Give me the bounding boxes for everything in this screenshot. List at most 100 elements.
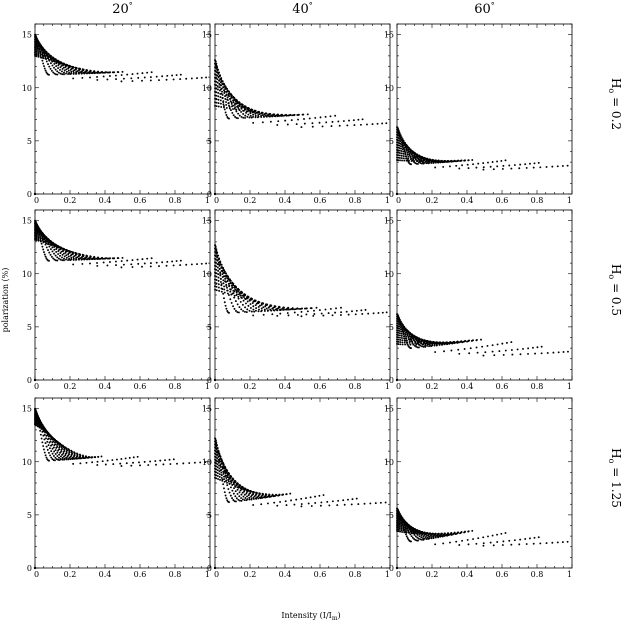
tail-point bbox=[284, 500, 287, 503]
tail-point bbox=[293, 503, 296, 506]
data-point bbox=[37, 52, 40, 55]
tail-point bbox=[455, 164, 458, 167]
data-point bbox=[51, 59, 53, 62]
data-point bbox=[37, 235, 40, 238]
data-point bbox=[70, 258, 73, 261]
data-point bbox=[215, 471, 218, 474]
data-point bbox=[441, 341, 444, 344]
tail-point bbox=[354, 313, 357, 316]
tail-point bbox=[519, 353, 522, 356]
data-point bbox=[310, 307, 313, 310]
data-point bbox=[51, 443, 54, 446]
data-point bbox=[404, 151, 407, 154]
tail-point bbox=[496, 160, 499, 163]
data-point bbox=[261, 492, 264, 495]
tail-point bbox=[467, 543, 470, 546]
tail-point bbox=[379, 501, 382, 504]
x-tick-label: 0.6 bbox=[134, 196, 147, 205]
data-point bbox=[50, 450, 53, 453]
data-point bbox=[242, 294, 245, 297]
data-point bbox=[401, 327, 404, 330]
data-point bbox=[49, 67, 52, 70]
tail-point bbox=[72, 263, 75, 266]
data-point bbox=[54, 245, 57, 248]
tail-point bbox=[359, 123, 362, 126]
data-point bbox=[229, 282, 232, 284]
data-point bbox=[258, 492, 261, 495]
data-point bbox=[214, 248, 217, 251]
origin-point bbox=[213, 566, 217, 570]
tail-point bbox=[510, 341, 513, 344]
data-point bbox=[55, 251, 58, 253]
data-point bbox=[256, 301, 259, 304]
data-point bbox=[239, 292, 242, 295]
data-point bbox=[101, 256, 103, 259]
tail-point bbox=[137, 262, 140, 265]
data-point bbox=[424, 533, 427, 535]
data-point bbox=[234, 285, 237, 288]
y-tick-label: 0 bbox=[27, 190, 32, 199]
x-tick-label: 1 bbox=[567, 570, 572, 579]
tail-point bbox=[567, 350, 569, 353]
data-point bbox=[233, 286, 236, 289]
tail-point bbox=[531, 346, 534, 349]
data-point bbox=[401, 159, 404, 162]
data-point bbox=[220, 477, 223, 479]
data-point bbox=[68, 71, 71, 74]
data-point bbox=[37, 239, 40, 242]
data-point bbox=[39, 240, 42, 243]
data-point bbox=[234, 500, 237, 503]
data-point bbox=[223, 89, 225, 92]
x-tick-label: 0.8 bbox=[531, 196, 544, 205]
data-point bbox=[428, 343, 430, 345]
data-point bbox=[232, 499, 235, 501]
data-point bbox=[61, 70, 63, 73]
data-point bbox=[63, 73, 65, 76]
data-point bbox=[217, 88, 219, 91]
tail-point bbox=[363, 502, 366, 505]
tail-point bbox=[357, 503, 360, 506]
data-point bbox=[269, 308, 272, 311]
data-point bbox=[65, 256, 68, 259]
data-point bbox=[402, 152, 405, 155]
data-point bbox=[243, 296, 245, 298]
data-point bbox=[224, 95, 227, 98]
data-point bbox=[403, 330, 406, 332]
data-point bbox=[437, 532, 439, 535]
data-point bbox=[240, 297, 243, 299]
x-tick-label: 1 bbox=[205, 382, 210, 391]
data-point bbox=[400, 337, 403, 339]
tail-point bbox=[320, 501, 323, 504]
data-point bbox=[401, 343, 404, 346]
data-point bbox=[238, 102, 240, 105]
tail-point bbox=[343, 503, 346, 506]
y-tick-label: 15 bbox=[22, 217, 32, 226]
y-tick-label: 10 bbox=[22, 458, 32, 467]
tail-point bbox=[322, 314, 325, 317]
data-point bbox=[232, 284, 235, 287]
data-point bbox=[63, 447, 66, 450]
data-point bbox=[48, 459, 50, 462]
data-point bbox=[246, 300, 249, 303]
data-point bbox=[228, 491, 231, 494]
tail-point bbox=[347, 498, 349, 501]
data-point bbox=[397, 159, 400, 162]
tail-point bbox=[510, 349, 513, 351]
tail-point bbox=[458, 544, 461, 546]
data-point bbox=[230, 301, 233, 304]
tail-point bbox=[252, 504, 255, 506]
data-point bbox=[406, 537, 409, 539]
tail-point bbox=[146, 71, 149, 74]
data-point bbox=[35, 53, 38, 56]
data-point bbox=[476, 338, 478, 341]
tail-point bbox=[442, 165, 445, 168]
data-point bbox=[222, 292, 225, 295]
data-point bbox=[258, 113, 261, 116]
tail-point bbox=[537, 161, 540, 164]
tail-point bbox=[331, 500, 334, 503]
panel-frame bbox=[34, 397, 211, 569]
data-point bbox=[414, 342, 417, 344]
data-point bbox=[407, 149, 410, 151]
